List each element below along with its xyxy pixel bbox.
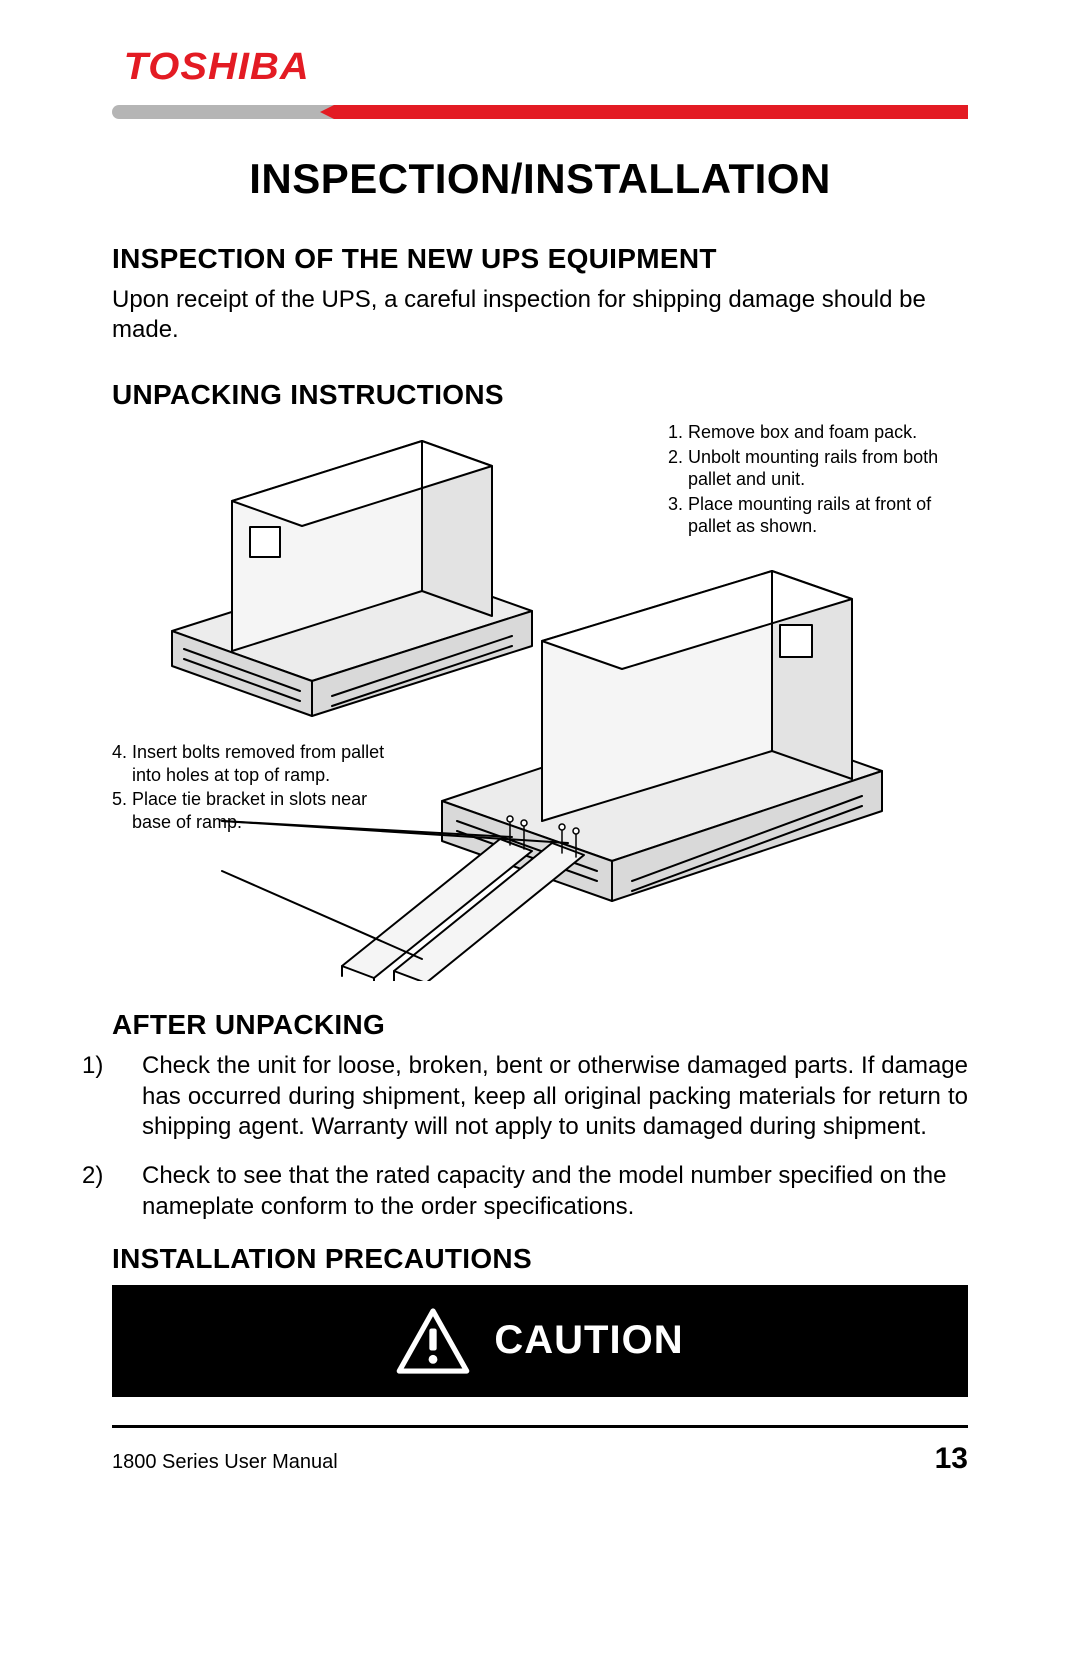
header-rule <box>112 105 968 119</box>
section-heading-inspection: INSPECTION OF THE NEW UPS EQUIPMENT <box>112 243 968 275</box>
page-title: INSPECTION/INSTALLATION <box>112 155 968 203</box>
unpacking-diagram: 1.Remove box and foam pack. 2.Unbolt mou… <box>112 421 968 981</box>
after-unpacking-item-1: 1)Check the unit for loose, broken, bent… <box>112 1051 968 1143</box>
callout-r-3: Place mounting rails at front of pallet … <box>688 494 931 537</box>
brand-logo: TOSHIBA <box>124 46 310 89</box>
callout-r-1: Remove box and foam pack. <box>688 422 917 442</box>
section-heading-unpacking: UNPACKING INSTRUCTIONS <box>112 379 968 411</box>
caution-banner: CAUTION <box>112 1285 968 1397</box>
after-unpacking-item-2: 2)Check to see that the rated capacity a… <box>112 1161 968 1222</box>
section-heading-precautions: INSTALLATION PRECAUTIONS <box>112 1243 968 1275</box>
footer-manual: 1800 Series User Manual <box>112 1451 338 1474</box>
inspection-body: Upon receipt of the UPS, a careful inspe… <box>112 285 968 345</box>
footer-page-number: 13 <box>935 1442 968 1476</box>
callout-left: 4.Insert bolts removed from pallet into … <box>112 741 402 835</box>
footer: 1800 Series User Manual 13 <box>112 1442 968 1476</box>
warning-icon <box>396 1308 470 1374</box>
section-heading-after-unpacking: AFTER UNPACKING <box>112 1009 968 1041</box>
callout-r-2: Unbolt mounting rails from both pallet a… <box>688 447 938 490</box>
footer-rule <box>112 1425 968 1428</box>
callout-right: 1.Remove box and foam pack. 2.Unbolt mou… <box>668 421 968 540</box>
caution-label: CAUTION <box>494 1318 683 1363</box>
callout-l-4: Insert bolts removed from pallet into ho… <box>132 742 384 785</box>
callout-l-5: Place tie bracket in slots near base of … <box>132 789 367 832</box>
